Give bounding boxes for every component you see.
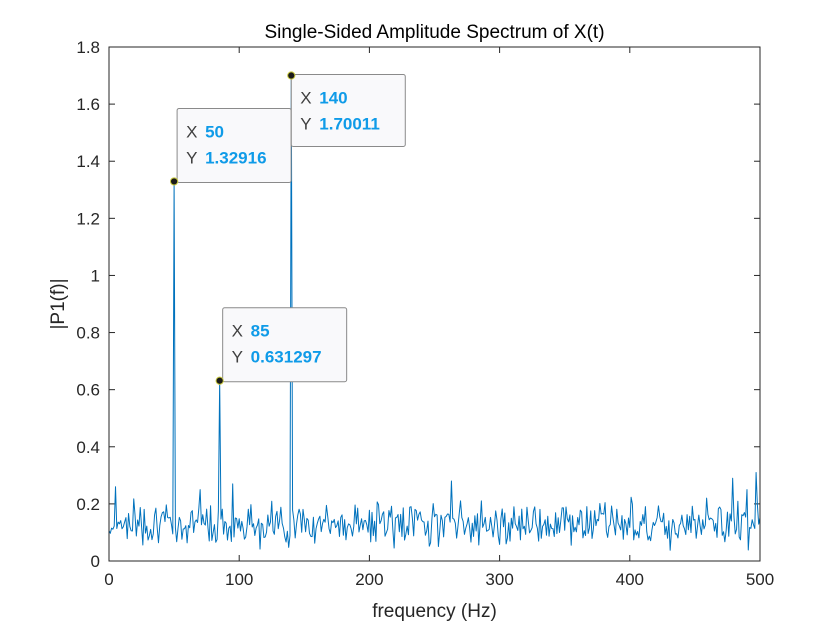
y-tick-label: 1	[91, 266, 100, 285]
datatip-key: Y	[232, 348, 243, 367]
datatip-value: 85	[251, 322, 270, 341]
x-tick-label: 0	[104, 570, 113, 589]
x-tick-label: 400	[616, 570, 644, 589]
datatips: X 50 Y 1.32916 X 85 Y 0.631297 X 140 Y 1.70011	[170, 71, 406, 385]
y-tick-label: 0.6	[76, 381, 100, 400]
datatip-key: X	[186, 122, 197, 141]
datatip[interactable]: X 140 Y 1.70011	[287, 71, 406, 148]
datatip-key: Y	[186, 148, 197, 167]
y-axis-label: |P1(f)|	[48, 278, 69, 329]
y-tick-label: 0	[91, 552, 100, 571]
x-tick-label: 500	[746, 570, 774, 589]
peak-marker[interactable]	[287, 71, 296, 80]
datatip-value: 140	[319, 89, 347, 108]
axes-box	[108, 46, 761, 562]
y-tick-label: 1.8	[76, 38, 100, 57]
spectrum-line	[108, 75, 761, 551]
y-tick-label: 1.2	[76, 209, 100, 228]
datatip-value: 1.32916	[205, 148, 266, 167]
datatip-value: 1.70011	[319, 115, 380, 134]
peak-marker[interactable]	[170, 177, 179, 186]
datatip-key: X	[232, 322, 243, 341]
y-tick-label: 0.2	[76, 495, 100, 514]
datatip[interactable]: X 50 Y 1.32916	[170, 107, 292, 186]
datatip-key: X	[300, 89, 311, 108]
datatip-box	[290, 74, 406, 148]
x-tick-label: 300	[485, 570, 513, 589]
x-axis-label: frequency (Hz)	[372, 601, 497, 622]
datatip-value: 0.631297	[251, 348, 322, 367]
x-tick-label: 100	[225, 570, 253, 589]
peak-marker[interactable]	[215, 376, 224, 385]
datatip[interactable]: X 85 Y 0.631297	[215, 307, 348, 385]
y-tick-label: 1.6	[76, 95, 100, 114]
datatip-value: 50	[205, 122, 224, 141]
datatip-key: Y	[300, 115, 311, 134]
y-tick-label: 0.8	[76, 324, 100, 343]
x-tick-label: 200	[355, 570, 383, 589]
y-tick-label: 0.4	[76, 438, 100, 457]
datatip-box	[176, 107, 292, 183]
chart-title: Single-Sided Amplitude Spectrum of X(t)	[264, 22, 604, 43]
y-tick-label: 1.4	[76, 152, 100, 171]
datatip-box	[222, 307, 348, 383]
tick-labels: 0 100 200 300 400 500 0 0.2 0.4 0.6 0.8 1 1.2 1.4 1.6 1…	[76, 38, 774, 589]
